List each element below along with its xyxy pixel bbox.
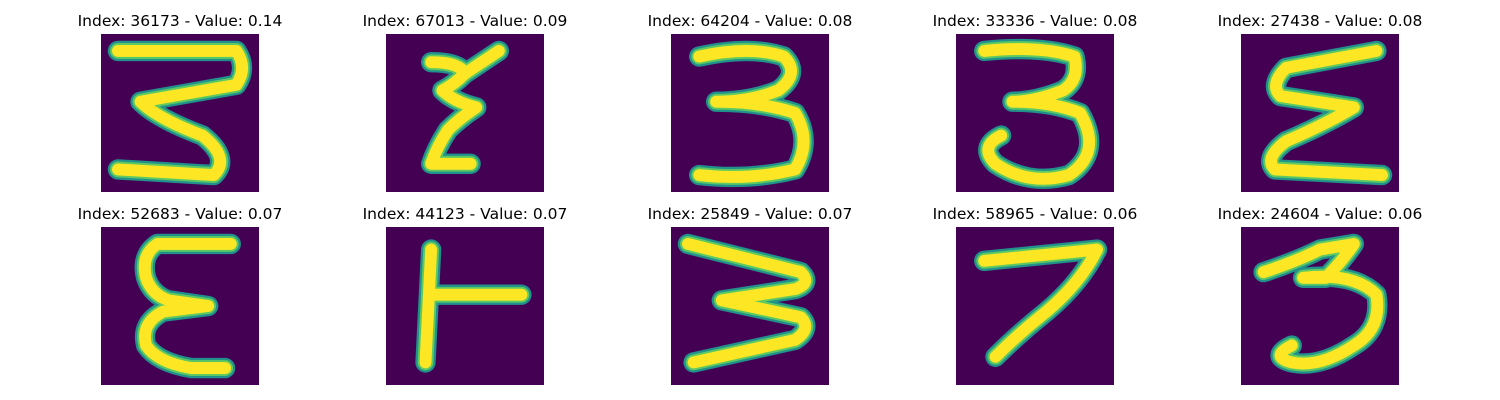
stroke-core [138, 238, 237, 374]
image-panel: Index: 64204 - Value: 0.08 [620, 12, 880, 202]
panel-title: Index: 33336 - Value: 0.08 [932, 12, 1138, 30]
stroke-core [459, 45, 505, 80]
image-panel: Index: 36173 - Value: 0.14 [50, 12, 310, 202]
stroke-core [1265, 45, 1388, 181]
panel-title: Index: 44123 - Value: 0.07 [362, 205, 568, 223]
stroke-core [419, 243, 438, 369]
image-panel: Index: 33336 - Value: 0.08 [905, 12, 1165, 202]
image-panel: Index: 44123 - Value: 0.07 [335, 205, 595, 395]
panel-title: Index: 24604 - Value: 0.06 [1217, 205, 1423, 223]
character-image [101, 227, 259, 385]
panel-title: Index: 25849 - Value: 0.07 [647, 205, 853, 223]
image-panel: Index: 27438 - Value: 0.08 [1190, 12, 1450, 202]
image-panel: Index: 24604 - Value: 0.06 [1190, 205, 1450, 395]
panel-title: Index: 64204 - Value: 0.08 [647, 12, 853, 30]
character-image [956, 227, 1114, 385]
panel-title: Index: 27438 - Value: 0.08 [1217, 12, 1423, 30]
image-panel: Index: 67013 - Value: 0.09 [335, 12, 595, 202]
stroke-core [1257, 238, 1384, 370]
character-image [956, 34, 1114, 192]
image-panel: Index: 58965 - Value: 0.06 [905, 205, 1165, 395]
character-image [1241, 227, 1399, 385]
panel-title: Index: 67013 - Value: 0.09 [362, 12, 568, 30]
image-background [386, 227, 544, 385]
panel-title: Index: 36173 - Value: 0.14 [77, 12, 283, 30]
stroke-core [978, 243, 1103, 363]
stroke-core [693, 45, 810, 183]
stroke-core [112, 45, 248, 181]
panel-title: Index: 58965 - Value: 0.06 [932, 205, 1138, 223]
stroke-core [682, 238, 812, 369]
image-panel: Index: 25849 - Value: 0.07 [620, 205, 880, 395]
character-image [671, 227, 829, 385]
character-image [1241, 34, 1399, 192]
character-image [386, 34, 544, 192]
panel-title: Index: 52683 - Value: 0.07 [77, 205, 283, 223]
character-image [671, 34, 829, 192]
stroke-core [978, 43, 1095, 185]
character-image [101, 34, 259, 192]
image-panel: Index: 52683 - Value: 0.07 [50, 205, 310, 395]
character-image [386, 227, 544, 385]
